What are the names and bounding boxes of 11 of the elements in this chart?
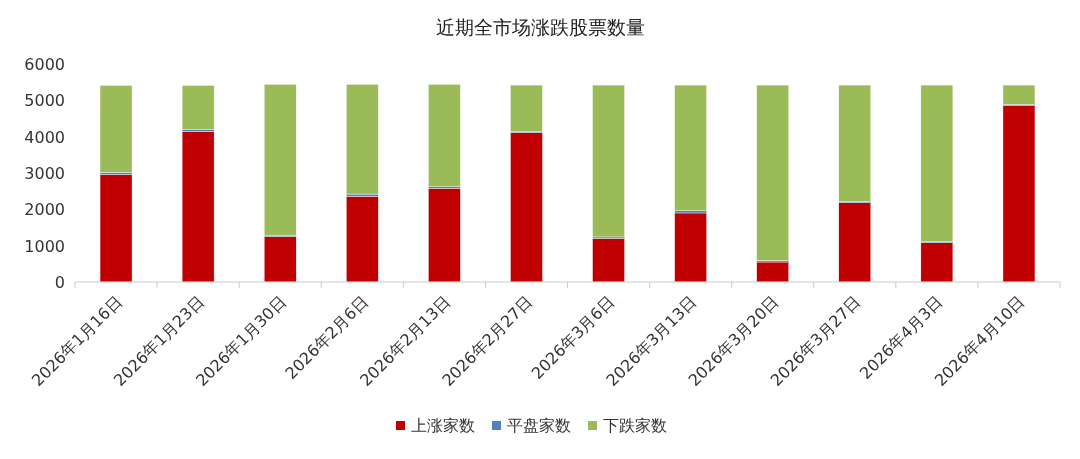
y-tick-label: 2000 [24, 200, 65, 220]
y-tick-label: 1000 [24, 236, 65, 256]
legend-label: 下跌家数 [603, 416, 667, 435]
y-tick-label: 0 [54, 273, 65, 292]
legend-label: 平盘家数 [507, 416, 571, 435]
y-tick-label: 6000 [24, 55, 65, 74]
y-tick-label: 5000 [24, 91, 65, 111]
y-tick-label: 4000 [24, 127, 65, 147]
legend-label: 上涨家数 [411, 416, 475, 435]
chart-title: 近期全市场涨跌股票数量 [435, 16, 645, 38]
y-tick-label: 3000 [24, 164, 65, 183]
